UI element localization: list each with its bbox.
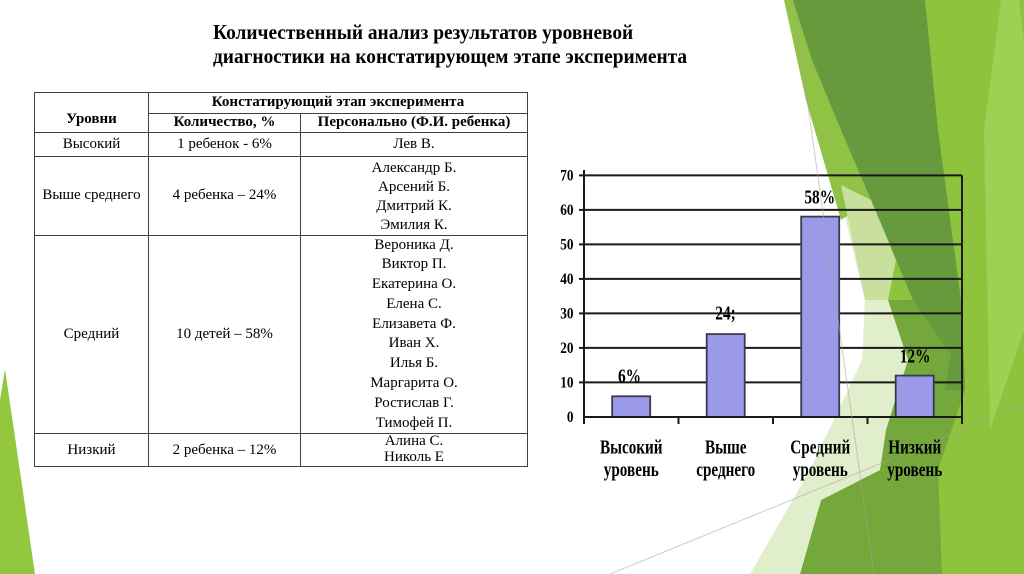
svg-text:60: 60 (560, 202, 573, 219)
svg-text:50: 50 (560, 237, 573, 254)
svg-text:70: 70 (560, 168, 573, 185)
svg-text:уровень: уровень (887, 458, 942, 481)
svg-text:12%: 12% (900, 345, 931, 367)
svg-text:20: 20 (560, 340, 573, 357)
svg-text:Низкий: Низкий (888, 435, 941, 458)
svg-text:24;: 24; (715, 301, 736, 323)
svg-text:6%: 6% (618, 365, 641, 387)
svg-text:10: 10 (560, 375, 573, 392)
svg-text:уровень: уровень (604, 458, 659, 481)
svg-text:0: 0 (567, 409, 574, 426)
svg-text:Выше: Выше (705, 435, 747, 458)
svg-text:Средний: Средний (790, 435, 850, 458)
svg-text:40: 40 (560, 271, 573, 288)
svg-text:Высокий: Высокий (600, 435, 663, 458)
svg-text:среднего: среднего (696, 458, 755, 481)
svg-text:58%: 58% (804, 185, 835, 207)
svg-text:уровень: уровень (793, 458, 848, 481)
svg-text:30: 30 (560, 306, 573, 323)
